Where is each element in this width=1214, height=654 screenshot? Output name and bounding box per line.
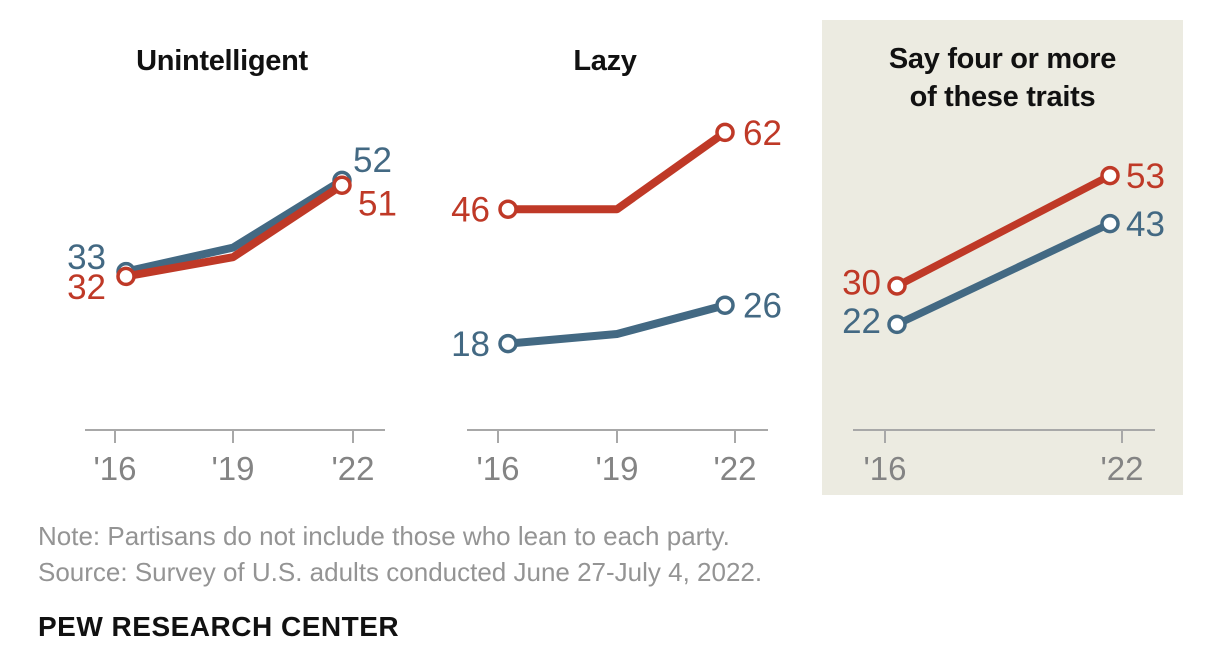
red-value-label-start: 32	[67, 268, 106, 307]
blue-marker-start	[887, 314, 907, 335]
blue-value-label-end: 26	[743, 287, 782, 326]
red-value-label-start: 30	[842, 264, 881, 303]
red-marker-end	[1100, 165, 1120, 186]
panel-title-unintelligent: Unintelligent	[136, 45, 308, 77]
blue-marker-end	[715, 295, 735, 315]
red-value-label-end: 51	[358, 185, 397, 224]
red-series-line	[508, 129, 728, 214]
red-value-label-start: 46	[451, 191, 490, 230]
red-marker-start	[498, 199, 518, 219]
x-tick-label: '22	[1100, 450, 1143, 487]
panel-title-line-1: Say four or more	[888, 43, 1117, 75]
panel-title-lazy: Lazy	[573, 45, 637, 77]
panel-four-or-more-traits: '16 '22 22 43 30 53	[842, 157, 1165, 487]
blue-value-label-end: 43	[1126, 205, 1165, 244]
x-tick-label: '22	[713, 450, 756, 487]
blue-series-line	[125, 176, 345, 276]
blue-value-label-start: 33	[67, 238, 106, 277]
panel-title-line-2: of these traits	[909, 81, 1096, 113]
x-tick-label: '19	[595, 450, 638, 487]
blue-marker-start	[498, 333, 518, 354]
panel-unintelligent: '16 '19 '22 33 52 32 51	[67, 141, 397, 487]
x-tick-label: '16	[93, 450, 136, 487]
blue-series-line	[507, 301, 727, 348]
note-line: Note: Partisans do not include those who…	[38, 521, 730, 551]
red-series-line	[125, 181, 345, 281]
blue-marker-end	[1100, 213, 1120, 234]
red-series-line	[895, 172, 1112, 290]
panel-lazy: '16 '19 '22 18 26 46 62	[451, 114, 782, 487]
red-value-label-end: 62	[743, 114, 782, 153]
x-tick-label: '16	[863, 450, 906, 487]
red-marker-start	[116, 266, 136, 287]
red-marker-end	[332, 175, 352, 195]
blue-series-line	[895, 220, 1112, 328]
highlight-panel-background	[822, 20, 1183, 495]
x-tick-label: '22	[331, 450, 374, 487]
blue-value-label-end: 52	[353, 141, 392, 180]
x-tick-label: '16	[476, 450, 519, 487]
panel-title-four-or-more-traits: Say four or more of these traits	[822, 40, 1183, 116]
red-value-label-end: 53	[1126, 157, 1165, 196]
blue-value-label-start: 18	[451, 325, 490, 364]
x-tick-label: '19	[211, 450, 254, 487]
brand-footer: PEW RESEARCH CENTER	[38, 611, 400, 642]
red-marker-start	[887, 276, 907, 296]
blue-value-label-start: 22	[842, 302, 881, 341]
red-marker-end	[715, 122, 735, 143]
chart-notes: Note: Partisans do not include those who…	[38, 518, 762, 590]
source-line: Source: Survey of U.S. adults conducted …	[38, 557, 763, 587]
